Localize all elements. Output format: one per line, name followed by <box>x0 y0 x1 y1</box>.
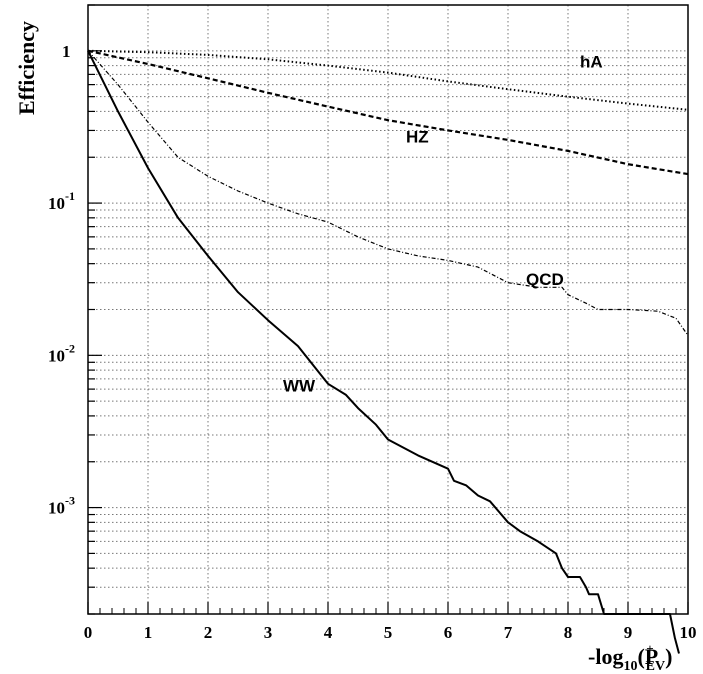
y-tick-label: 10-2 <box>48 341 75 365</box>
series-lines <box>87 49 689 654</box>
x-tick-label: 2 <box>204 623 213 642</box>
x-tick-label: 5 <box>384 623 393 642</box>
y-tick-label: 10-1 <box>48 189 75 213</box>
x-tick-label: 0 <box>84 623 93 642</box>
series-line-ww <box>87 50 680 654</box>
x-tick-label: 1 <box>144 623 153 642</box>
x-axis-title: -log10(P+ EV) <box>588 641 672 674</box>
series-label-qcd: QCD <box>526 270 564 289</box>
series-label-hz: HZ <box>406 127 429 146</box>
series-label-ha: hA <box>580 52 603 71</box>
x-tick-label: 8 <box>564 623 573 642</box>
series-labels: hA HZ QCD WW <box>283 52 603 395</box>
x-tick-label: 9 <box>624 623 633 642</box>
grid <box>88 4 688 615</box>
y-tick-label: 1 <box>62 42 71 61</box>
y-axis-title: Efficiency <box>14 21 39 115</box>
series-line-ha <box>87 49 689 111</box>
axis-ticks: 0 1 2 3 4 5 6 7 8 9 10 1 10-1 10-2 10-3 <box>48 4 697 642</box>
x-tick-label: 4 <box>324 623 333 642</box>
x-tick-label: 3 <box>264 623 273 642</box>
x-tick-label: 10 <box>680 623 697 642</box>
series-line-qcd <box>87 50 689 336</box>
x-tick-label: 6 <box>444 623 453 642</box>
series-line-hz <box>87 49 689 176</box>
series-label-ww: WW <box>283 376 316 395</box>
y-tick-label: 10-3 <box>48 494 75 518</box>
x-tick-label: 7 <box>504 623 513 642</box>
